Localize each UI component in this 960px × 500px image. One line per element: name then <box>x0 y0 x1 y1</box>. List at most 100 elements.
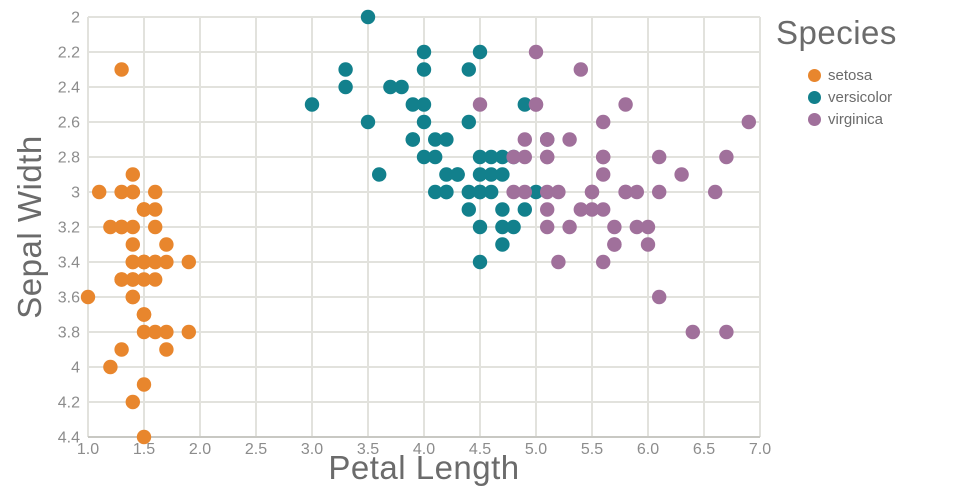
data-point-virginica <box>562 219 577 235</box>
y-tick-label: 2.6 <box>58 115 80 132</box>
data-point-versicolor <box>517 97 532 112</box>
data-point-virginica <box>652 289 667 305</box>
data-point-setosa <box>148 254 163 270</box>
data-point-setosa <box>159 254 174 270</box>
data-point-setosa <box>181 324 196 340</box>
data-point-virginica <box>551 254 566 270</box>
legend-label: setosa <box>828 66 873 84</box>
legend-item-virginica[interactable]: virginica <box>808 108 960 130</box>
data-point-versicolor <box>472 149 488 165</box>
legend-item-versicolor[interactable]: versicolor <box>808 86 960 108</box>
data-point-virginica <box>607 219 622 235</box>
x-tick-label: 3.5 <box>357 441 379 458</box>
data-point-versicolor <box>495 167 510 182</box>
data-point-virginica <box>472 97 488 112</box>
legend: Species setosa versicolor virginica <box>776 14 960 130</box>
data-point-virginica <box>540 202 555 217</box>
data-point-virginica <box>517 132 532 147</box>
data-point-versicolor <box>495 237 510 252</box>
data-point-virginica <box>562 132 577 147</box>
x-tick-label: 5.0 <box>525 441 547 458</box>
data-point-setosa <box>136 324 152 340</box>
data-point-virginica <box>607 237 622 252</box>
x-tick-label: 6.5 <box>693 441 715 458</box>
data-point-virginica <box>528 97 544 112</box>
data-point-virginica <box>629 184 644 200</box>
data-point-setosa <box>103 359 118 375</box>
data-point-versicolor <box>416 114 432 130</box>
data-point-setosa <box>125 254 140 270</box>
data-point-virginica <box>517 184 532 200</box>
y-tick-label: 3 <box>71 185 80 202</box>
data-point-setosa <box>181 254 196 270</box>
x-tick-label: 4.5 <box>469 441 491 458</box>
x-tick-label: 1.5 <box>133 441 155 458</box>
data-point-setosa <box>114 184 129 200</box>
y-tick-label: 4.2 <box>58 395 80 412</box>
data-point-versicolor <box>338 62 353 77</box>
data-point-versicolor <box>450 167 465 182</box>
data-point-setosa <box>125 394 140 410</box>
data-point-versicolor <box>416 149 432 165</box>
data-point-versicolor <box>472 254 488 270</box>
x-tick-label: 2.5 <box>245 441 267 458</box>
data-point-virginica <box>584 184 600 200</box>
data-point-versicolor <box>495 149 510 165</box>
y-tick-label: 3.2 <box>58 220 80 237</box>
data-point-setosa <box>80 289 96 305</box>
data-point-virginica <box>584 202 600 217</box>
data-point-versicolor <box>439 184 454 200</box>
data-point-setosa <box>125 289 140 305</box>
legend-label: virginica <box>828 110 884 128</box>
data-point-virginica <box>517 149 532 165</box>
data-point-virginica <box>640 219 656 235</box>
data-point-setosa <box>148 324 163 340</box>
data-point-versicolor <box>416 44 432 60</box>
data-point-setosa <box>125 184 140 200</box>
data-point-setosa <box>114 62 129 77</box>
x-tick-label: 5.5 <box>581 441 603 458</box>
data-point-virginica <box>629 219 644 235</box>
data-point-setosa <box>114 219 129 235</box>
data-point-setosa <box>148 272 163 287</box>
data-point-setosa <box>148 219 163 235</box>
data-point-setosa <box>159 342 174 357</box>
data-point-virginica <box>596 254 611 270</box>
data-point-setosa <box>114 342 129 357</box>
data-point-versicolor <box>461 62 476 77</box>
data-point-virginica <box>551 184 566 200</box>
data-point-versicolor <box>383 79 398 95</box>
x-tick-label: 2.0 <box>189 441 211 458</box>
data-point-versicolor <box>428 149 443 165</box>
legend-swatch-versicolor <box>808 90 821 104</box>
data-point-versicolor <box>360 9 376 25</box>
data-point-virginica <box>540 219 555 235</box>
data-point-versicolor <box>360 114 376 130</box>
data-point-virginica <box>674 167 689 182</box>
data-point-virginica <box>618 97 633 112</box>
data-point-setosa <box>125 167 140 182</box>
data-point-virginica <box>573 62 588 77</box>
data-point-versicolor <box>405 132 420 147</box>
data-point-versicolor <box>517 202 532 217</box>
data-point-versicolor <box>461 202 476 217</box>
data-point-versicolor <box>484 184 499 200</box>
y-tick-label: 2.4 <box>58 80 80 97</box>
data-point-virginica <box>596 167 611 182</box>
data-point-virginica <box>708 184 723 200</box>
data-point-virginica <box>685 324 700 340</box>
data-point-setosa <box>114 272 129 287</box>
legend-item-setosa[interactable]: setosa <box>808 64 960 86</box>
data-point-virginica <box>618 184 633 200</box>
data-point-setosa <box>125 219 140 235</box>
data-point-setosa <box>136 307 152 322</box>
y-tick-label: 3.8 <box>58 325 80 342</box>
data-point-versicolor <box>495 219 510 235</box>
legend-label: versicolor <box>828 88 893 106</box>
data-point-setosa <box>159 324 174 340</box>
legend-title: Species <box>776 14 897 51</box>
data-point-versicolor <box>338 79 353 95</box>
data-point-versicolor <box>428 132 443 147</box>
data-point-setosa <box>92 184 107 200</box>
